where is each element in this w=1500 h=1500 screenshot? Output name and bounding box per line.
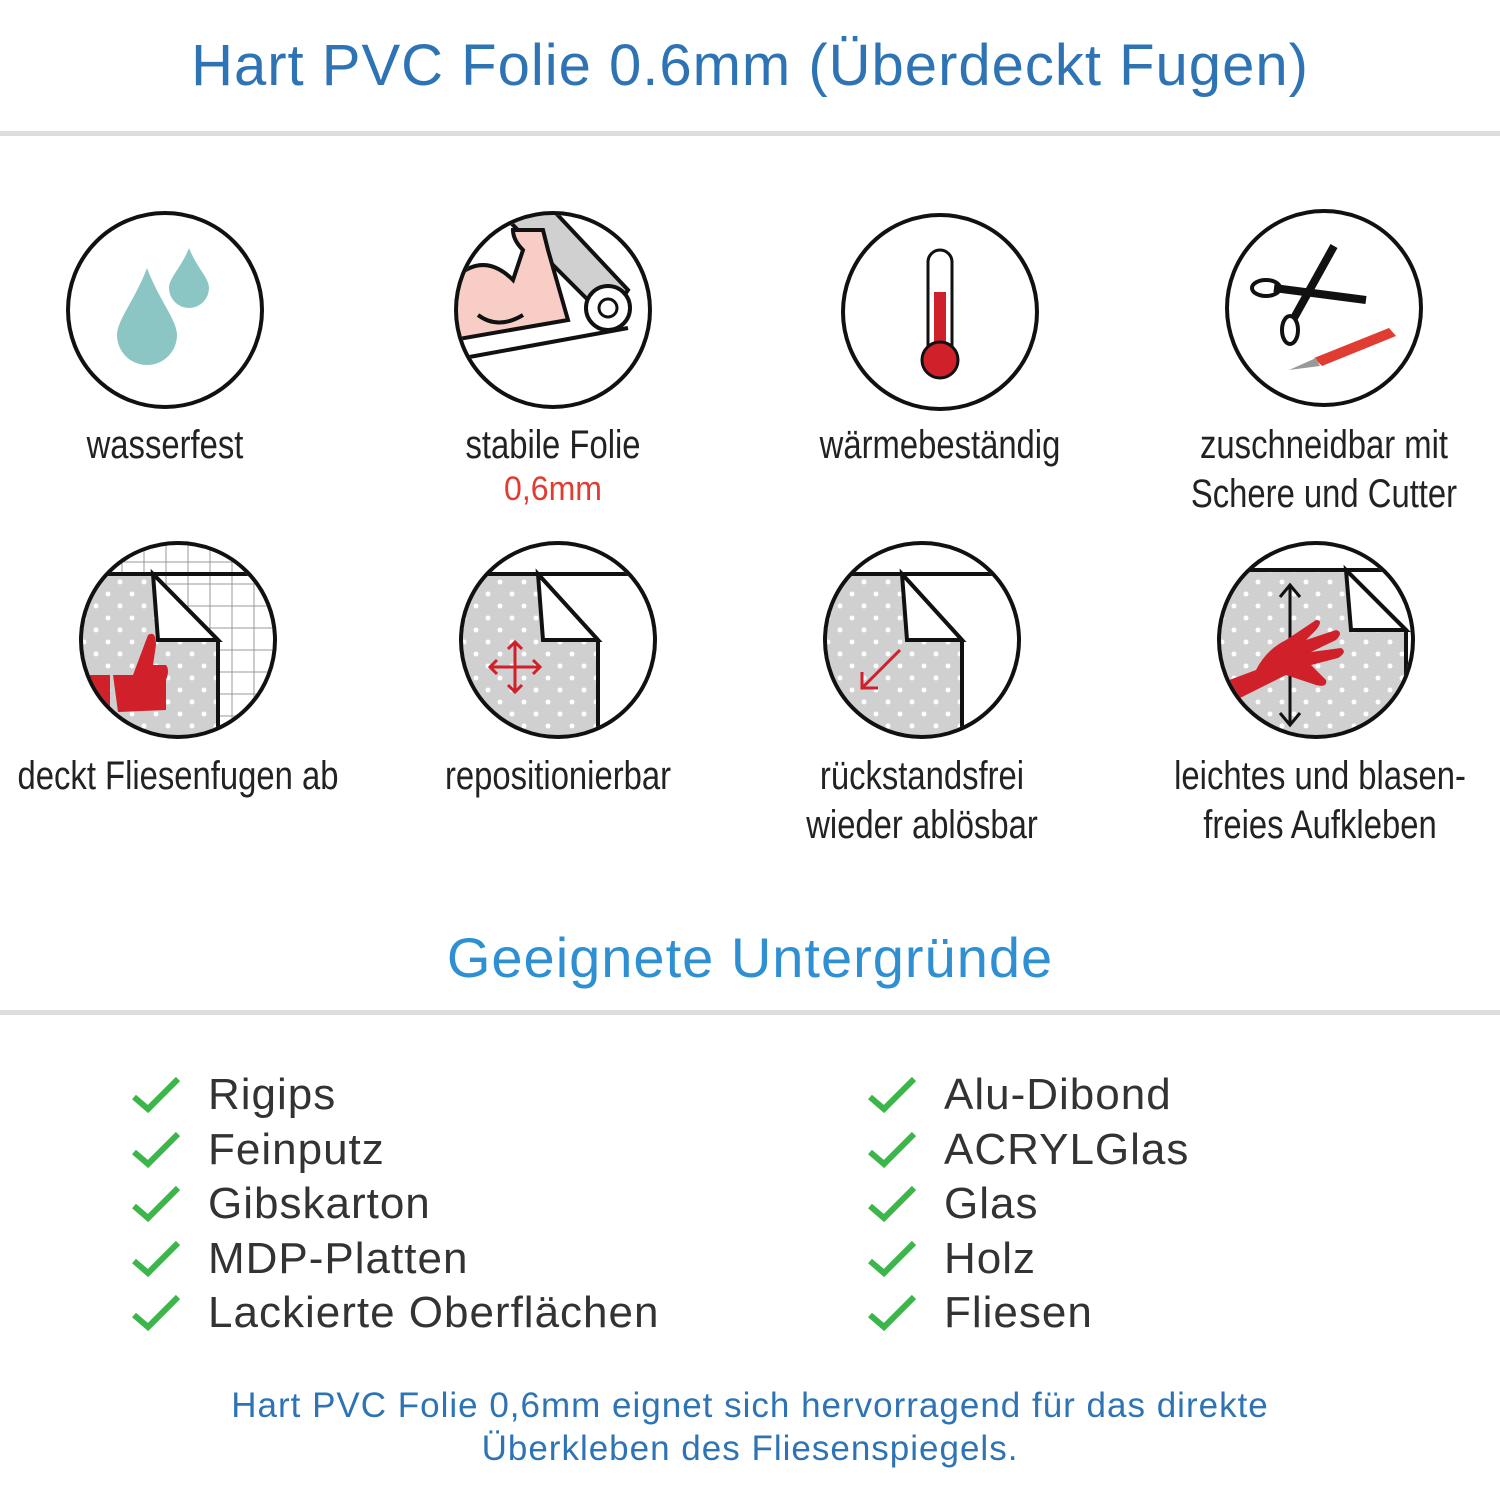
check-icon [132, 1131, 181, 1168]
feature-sublabel: 0,6mm [503, 470, 602, 508]
feature-label: zuschneidbar mit Schere und Cutter [1190, 423, 1458, 516]
check-icon [868, 1131, 917, 1168]
feature-label: wasserfest [86, 423, 244, 467]
feature-label: wärmebeständig [819, 423, 1061, 467]
check-icon [132, 1077, 181, 1114]
move-arrows-icon [459, 541, 657, 739]
divider [0, 1010, 1500, 1015]
check-icon [868, 1186, 917, 1223]
surfaces-list-left: Rigips Feinputz Gibskarton MDP-Platten L… [130, 1068, 659, 1341]
divider [0, 131, 1500, 136]
list-item: Lackierte Oberflächen [130, 1286, 659, 1341]
check-icon [868, 1077, 917, 1114]
hand-smoothing-icon [1217, 541, 1415, 739]
footer-note: Hart PVC Folie 0,6mm eignet sich hervorr… [0, 1384, 1500, 1470]
list-item: ACRYLGlas [866, 1123, 1189, 1178]
list-item: Rigips [130, 1068, 659, 1123]
feature-label: leichtes und blasen-freies Aufkleben [1174, 754, 1466, 847]
list-item: Holz [866, 1232, 1189, 1287]
feature-label: stabile Folie 0,6mm [389, 421, 717, 508]
list-item: MDP-Platten [130, 1232, 659, 1287]
surfaces-list-right: Alu-Dibond ACRYLGlas Glas Holz Fliesen [866, 1068, 1189, 1341]
section-title: Geeignete Untergründe [446, 926, 1054, 989]
check-icon [868, 1295, 917, 1332]
thermometer-icon [841, 213, 1039, 411]
check-icon [132, 1240, 181, 1277]
footer-line: Überkleben des Fliesenspiegels. [481, 1429, 1019, 1468]
water-drops-icon [66, 211, 264, 409]
thumbs-up-tiles-icon [79, 541, 277, 739]
list-item: Alu-Dibond [866, 1068, 1189, 1123]
check-icon [132, 1186, 181, 1223]
feature-label: repositionierbar [444, 754, 672, 798]
check-icon [868, 1240, 917, 1277]
peel-arrow-icon [823, 541, 1021, 739]
flexed-arm-icon [454, 211, 652, 409]
feature-label: rückstandsfrei wieder ablösbar [806, 754, 1038, 847]
list-item: Feinputz [130, 1123, 659, 1178]
page-title: Hart PVC Folie 0.6mm (Überdeckt Fugen) [191, 33, 1309, 98]
feature-label: deckt Fliesenfugen ab [17, 754, 339, 798]
footer-line: Hart PVC Folie 0,6mm eignet sich hervorr… [231, 1386, 1269, 1425]
scissors-cutter-icon [1225, 209, 1423, 407]
list-item: Glas [866, 1177, 1189, 1232]
list-item: Gibskarton [130, 1177, 659, 1232]
check-icon [132, 1295, 181, 1332]
list-item: Fliesen [866, 1286, 1189, 1341]
